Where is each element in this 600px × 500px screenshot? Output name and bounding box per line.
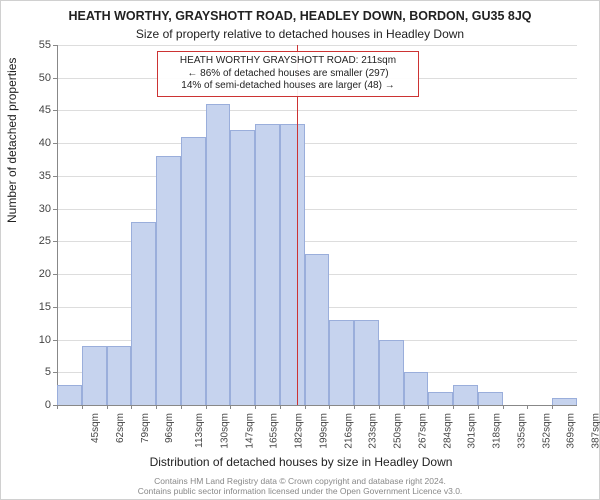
xtick-mark <box>280 405 281 409</box>
xtick-label: 301sqm <box>467 413 478 449</box>
annotation-line1: HEATH WORTHY GRAYSHOTT ROAD: 211sqm <box>164 55 412 68</box>
histogram-bar <box>255 124 280 405</box>
histogram-bar <box>57 385 82 405</box>
histogram-bar <box>131 222 156 405</box>
xtick-label: 250sqm <box>393 413 404 449</box>
xtick-mark <box>428 405 429 409</box>
footer-line2: Contains public sector information licen… <box>138 486 463 496</box>
xtick-mark <box>503 405 504 409</box>
chart-subtitle: Size of property relative to detached ho… <box>1 27 599 41</box>
ytick-label: 40 <box>27 137 51 149</box>
xtick-mark <box>206 405 207 409</box>
xtick-label: 147sqm <box>244 413 255 449</box>
xtick-mark <box>404 405 405 409</box>
xtick-label: 352sqm <box>541 413 552 449</box>
xtick-mark <box>156 405 157 409</box>
xtick-mark <box>305 405 306 409</box>
xtick-label: 216sqm <box>343 413 354 449</box>
ytick-label: 10 <box>27 334 51 346</box>
histogram-bar <box>82 346 107 405</box>
histogram-bar <box>453 385 478 405</box>
plot-area: 051015202530354045505545sqm62sqm79sqm96s… <box>57 45 577 405</box>
marker-line <box>297 45 298 405</box>
ytick-label: 20 <box>27 268 51 280</box>
gridline <box>57 176 577 177</box>
gridline <box>57 45 577 46</box>
ytick-label: 0 <box>27 399 51 411</box>
histogram-bar <box>552 398 577 405</box>
xtick-mark <box>552 405 553 409</box>
annotation-box: HEATH WORTHY GRAYSHOTT ROAD: 211sqm← 86%… <box>157 51 419 97</box>
ytick-label: 45 <box>27 104 51 116</box>
xtick-mark <box>107 405 108 409</box>
xtick-label: 96sqm <box>164 413 175 443</box>
xtick-label: 79sqm <box>140 413 151 443</box>
plot-inner: 051015202530354045505545sqm62sqm79sqm96s… <box>57 45 577 405</box>
histogram-bar <box>428 392 453 405</box>
histogram-bar <box>230 130 255 405</box>
xtick-label: 130sqm <box>219 413 230 449</box>
xtick-mark <box>453 405 454 409</box>
xtick-label: 387sqm <box>591 413 600 449</box>
xtick-mark <box>181 405 182 409</box>
xtick-label: 369sqm <box>566 413 577 449</box>
xtick-label: 45sqm <box>90 413 101 443</box>
gridline <box>57 143 577 144</box>
histogram-bar <box>404 372 429 405</box>
xtick-label: 284sqm <box>442 413 453 449</box>
y-axis-line <box>57 45 58 405</box>
xtick-label: 62sqm <box>115 413 126 443</box>
gridline <box>57 209 577 210</box>
xtick-mark <box>478 405 479 409</box>
xtick-mark <box>255 405 256 409</box>
xtick-label: 267sqm <box>417 413 428 449</box>
xtick-label: 233sqm <box>368 413 379 449</box>
footer-line1: Contains HM Land Registry data © Crown c… <box>154 476 446 486</box>
histogram-bar <box>305 254 330 405</box>
xtick-mark <box>82 405 83 409</box>
annotation-line2: ← 86% of detached houses are smaller (29… <box>164 68 412 81</box>
histogram-bar <box>107 346 132 405</box>
x-axis-line <box>57 405 577 406</box>
xtick-mark <box>354 405 355 409</box>
ytick-label: 30 <box>27 203 51 215</box>
histogram-bar <box>206 104 231 405</box>
xtick-label: 335sqm <box>517 413 528 449</box>
histogram-bar <box>156 156 181 405</box>
footer-text: Contains HM Land Registry data © Crown c… <box>11 476 589 497</box>
xtick-label: 199sqm <box>318 413 329 449</box>
xtick-mark <box>527 405 528 409</box>
histogram-bar <box>354 320 379 405</box>
ytick-label: 25 <box>27 235 51 247</box>
ytick-label: 35 <box>27 170 51 182</box>
histogram-bar <box>280 124 305 405</box>
histogram-bar <box>181 137 206 405</box>
ytick-label: 50 <box>27 72 51 84</box>
xtick-mark <box>379 405 380 409</box>
xtick-mark <box>57 405 58 409</box>
gridline <box>57 110 577 111</box>
histogram-bar <box>379 340 404 405</box>
histogram-bar <box>329 320 354 405</box>
xtick-label: 113sqm <box>194 413 205 448</box>
xtick-mark <box>329 405 330 409</box>
histogram-bar <box>478 392 503 405</box>
ytick-label: 15 <box>27 301 51 313</box>
ytick-label: 55 <box>27 39 51 51</box>
chart-frame: HEATH WORTHY, GRAYSHOTT ROAD, HEADLEY DO… <box>0 0 600 500</box>
annotation-line3: 14% of semi-detached houses are larger (… <box>164 80 412 93</box>
ytick-label: 5 <box>27 366 51 378</box>
xtick-label: 182sqm <box>294 413 305 449</box>
xtick-mark <box>131 405 132 409</box>
xtick-mark <box>230 405 231 409</box>
xtick-label: 318sqm <box>492 413 503 449</box>
x-axis-label: Distribution of detached houses by size … <box>1 455 600 469</box>
chart-title: HEATH WORTHY, GRAYSHOTT ROAD, HEADLEY DO… <box>1 9 599 23</box>
xtick-label: 165sqm <box>269 413 280 449</box>
y-axis-label: Number of detached properties <box>5 58 19 223</box>
